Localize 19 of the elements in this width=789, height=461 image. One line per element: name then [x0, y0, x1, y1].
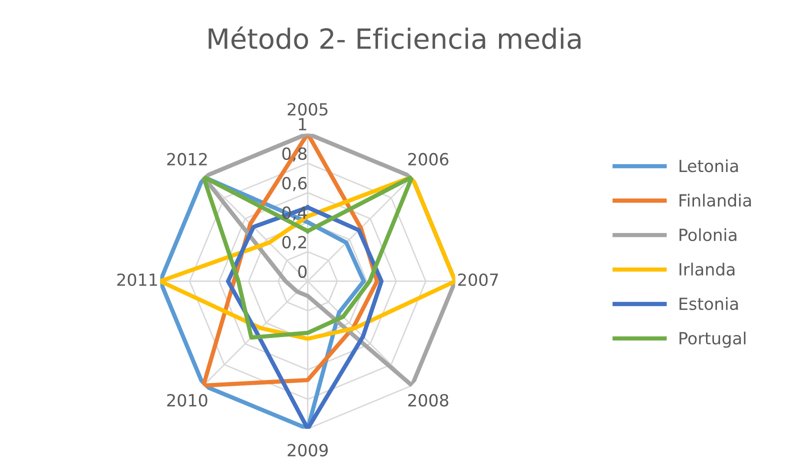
legend-label: Irlanda [680, 262, 734, 276]
spoke-label: 2012 [167, 152, 207, 166]
chart-title: Método 2- Eficiencia media [208, 26, 580, 50]
spoke-label: 2010 [167, 394, 208, 407]
spoke-label: 2008 [408, 394, 448, 407]
legend-label: Polonia [680, 228, 736, 242]
spoke-label: 2006 [408, 152, 448, 166]
spoke-label: 2007 [458, 273, 498, 286]
spoke-label: 2009 [288, 444, 328, 456]
legend-label: Estonia [680, 297, 738, 310]
legend-label: Portugal [680, 332, 746, 348]
legend-label: Finlandia [680, 194, 751, 207]
spoke-label: 2011 [117, 273, 157, 286]
y-tick-label: 1 [298, 118, 306, 130]
y-tick-label: 0 [298, 265, 307, 278]
legend-label: Letonia [680, 159, 738, 172]
y-tick-label: 0,6 [282, 176, 307, 192]
spoke-label: 2005 [288, 103, 328, 116]
y-tick-label: 0,2 [282, 236, 306, 250]
